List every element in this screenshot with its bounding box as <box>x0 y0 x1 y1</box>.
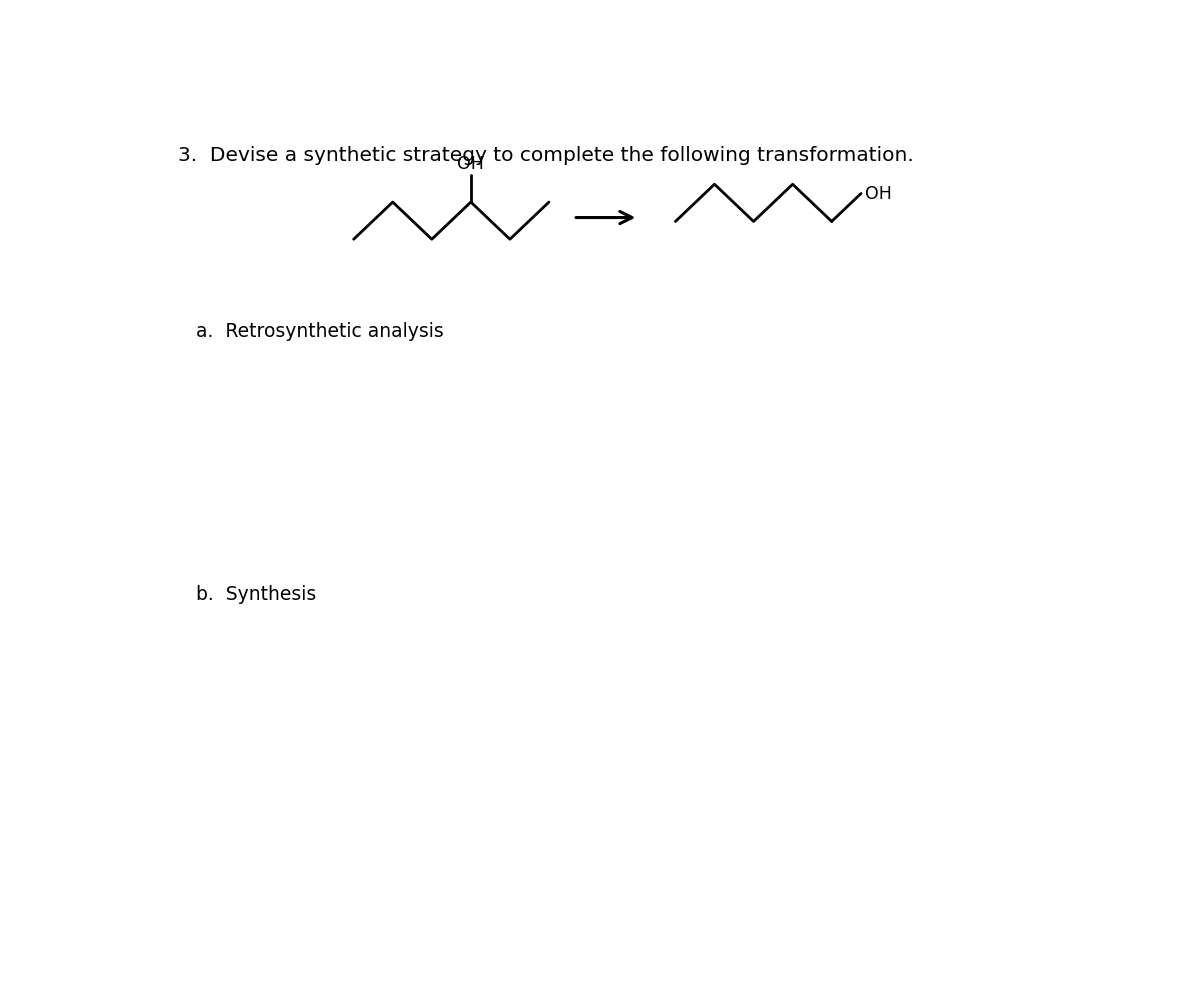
Text: OH: OH <box>865 184 892 202</box>
Text: a.  Retrosynthetic analysis: a. Retrosynthetic analysis <box>197 322 444 341</box>
Text: 3.  Devise a synthetic strategy to complete the following transformation.: 3. Devise a synthetic strategy to comple… <box>178 146 913 165</box>
Text: OH: OH <box>457 155 485 173</box>
Text: b.  Synthesis: b. Synthesis <box>197 585 317 605</box>
